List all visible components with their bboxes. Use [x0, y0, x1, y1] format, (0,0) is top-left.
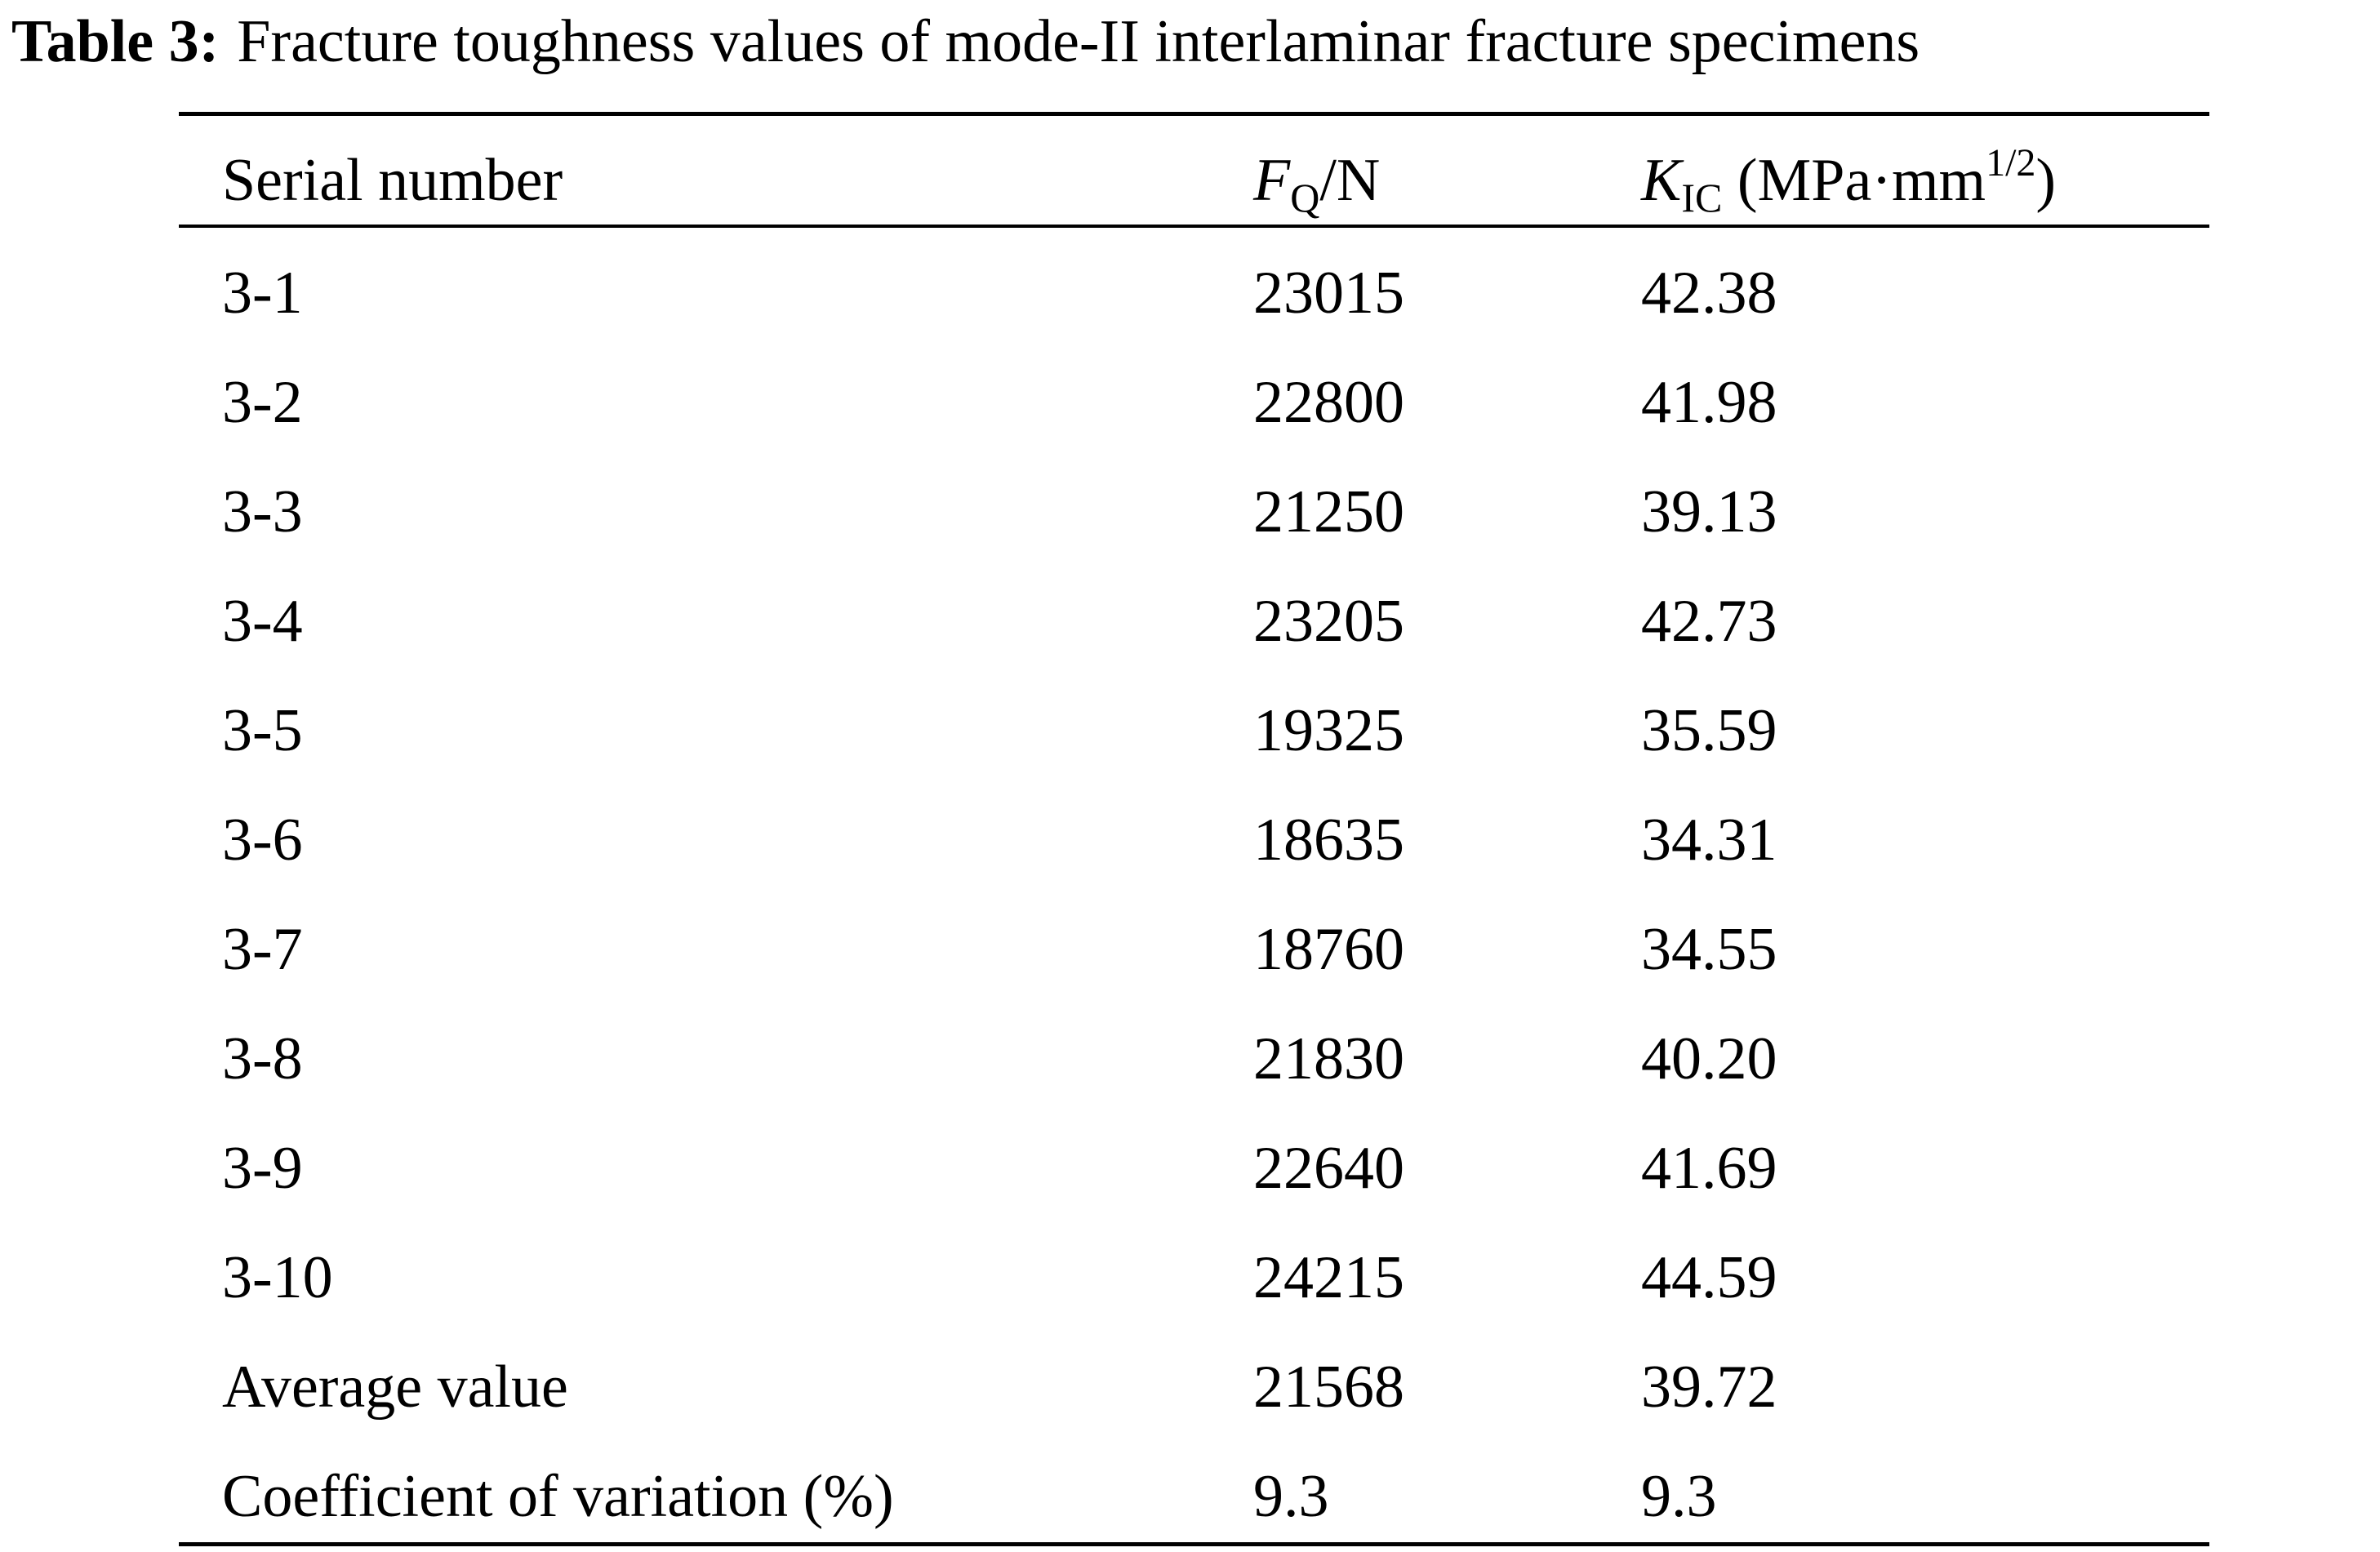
cell-kic: 34.31	[1641, 807, 1777, 874]
header-kic-symbol: K	[1641, 147, 1682, 214]
cell-kic: 42.73	[1641, 588, 1777, 655]
cell-fq: 18760	[1253, 916, 1404, 983]
table-row: 3-6 18635 34.31	[0, 785, 2380, 895]
header-fq-symbol: F	[1253, 147, 1291, 214]
table-row-average: Average value 21568 39.72	[0, 1332, 2380, 1442]
header-fq-unit: /N	[1319, 147, 1381, 214]
header-kic-unit-prefix: (MPa·mm	[1722, 147, 1986, 214]
table-row: 3-8 21830 40.20	[0, 1004, 2380, 1114]
table-bottom-rule	[179, 1542, 2209, 1546]
table-caption-title: Fracture toughness values of mode-II int…	[237, 8, 1920, 75]
cell-serial: 3-4	[222, 588, 303, 655]
cell-fq: 19325	[1253, 697, 1404, 764]
header-kic-subscript: IC	[1681, 175, 1723, 220]
table-row: 3-1 23015 42.38	[0, 238, 2380, 348]
table-row: 3-7 18760 34.55	[0, 895, 2380, 1004]
cell-kic: 34.55	[1641, 916, 1777, 983]
cell-fq: 23205	[1253, 588, 1404, 655]
cell-fq: 21830	[1253, 1025, 1404, 1092]
table-row: 3-9 22640 41.69	[0, 1114, 2380, 1223]
cell-serial: 3-9	[222, 1135, 303, 1202]
cell-serial: 3-3	[222, 478, 303, 545]
table-row: 3-2 22800 41.98	[0, 348, 2380, 457]
cell-kic: 39.13	[1641, 478, 1777, 545]
cell-kic: 40.20	[1641, 1025, 1777, 1092]
cell-fq: 9.3	[1253, 1463, 1329, 1530]
table-row: 3-5 19325 35.59	[0, 676, 2380, 785]
cell-fq: 18635	[1253, 807, 1404, 874]
table-row: 3-10 24215 44.59	[0, 1223, 2380, 1332]
header-fq: FQ/N	[1253, 126, 1380, 235]
cell-kic: 44.59	[1641, 1244, 1777, 1311]
cell-serial: 3-7	[222, 916, 303, 983]
cell-fq: 24215	[1253, 1244, 1404, 1311]
cell-serial: 3-5	[222, 697, 303, 764]
table-header-row: Serial number FQ/N KIC (MPa·mm1/2)	[0, 126, 2380, 235]
header-serial-number: Serial number	[222, 147, 563, 214]
cell-serial: 3-1	[222, 260, 303, 327]
cell-fq: 22640	[1253, 1135, 1404, 1202]
cell-kic: 9.3	[1641, 1463, 1717, 1530]
cell-fq: 21250	[1253, 478, 1404, 545]
header-fq-subscript: Q	[1290, 175, 1320, 220]
cell-kic: 41.98	[1641, 369, 1777, 436]
header-kic-superscript: 1/2	[1986, 141, 2036, 185]
table-row: 3-4 23205 42.73	[0, 567, 2380, 676]
table-row-coefficient-of-variation: Coefficient of variation (%) 9.3 9.3	[0, 1442, 2380, 1551]
header-kic-unit-suffix: )	[2035, 147, 2057, 214]
cell-kic: 41.69	[1641, 1135, 1777, 1202]
cell-serial: 3-2	[222, 369, 303, 436]
cell-serial: 3-10	[222, 1244, 333, 1311]
cell-serial: 3-8	[222, 1025, 303, 1092]
table-header-rule	[179, 225, 2209, 228]
table-caption-label: Table 3:	[11, 8, 220, 75]
cell-kic: 39.72	[1641, 1354, 1777, 1421]
cell-serial: Average value	[222, 1354, 568, 1421]
cell-serial: Coefficient of variation (%)	[222, 1463, 894, 1530]
cell-serial: 3-6	[222, 807, 303, 874]
cell-fq: 21568	[1253, 1354, 1404, 1421]
table-caption: Table 3: Fracture toughness values of mod…	[11, 5, 1920, 78]
table-row: 3-3 21250 39.13	[0, 457, 2380, 567]
cell-kic: 35.59	[1641, 697, 1777, 764]
cell-fq: 23015	[1253, 260, 1404, 327]
header-kic: KIC (MPa·mm1/2)	[1641, 126, 2056, 235]
cell-fq: 22800	[1253, 369, 1404, 436]
cell-kic: 42.38	[1641, 260, 1777, 327]
table-top-rule	[179, 112, 2209, 116]
